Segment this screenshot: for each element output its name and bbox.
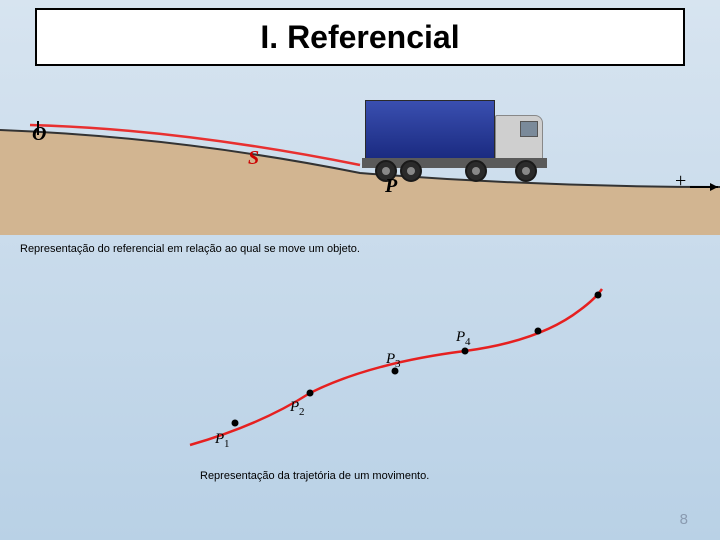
figure1-caption: Representação do referencial em relação … [20,243,360,255]
title-box: I. Referencial [35,8,685,66]
svg-text:P: P [214,431,224,447]
truck-graphic [365,100,565,180]
page-number: 8 [680,511,688,528]
ground-svg [0,95,720,235]
truck-wheel [515,160,537,182]
label-origin: O [32,123,46,146]
svg-text:2: 2 [299,406,305,418]
svg-text:1: 1 [224,438,230,450]
trajectory-svg: P 1 P 2 P 3 P 4 [140,275,620,455]
truck-trailer [365,100,495,160]
svg-text:P: P [455,329,465,345]
svg-text:3: 3 [395,358,401,370]
truck-window [520,121,538,137]
svg-text:P: P [289,399,299,415]
label-direction-plus: + [675,170,686,193]
truck-wheel [465,160,487,182]
figure2-trajectory: P 1 P 2 P 3 P 4 [140,275,620,455]
label-position: P [385,175,397,198]
page-title: I. Referencial [260,19,459,56]
figure2-caption: Representação da trajetória de um movime… [200,470,429,482]
figure1-truck-road: O S P + [0,95,720,235]
svg-text:P: P [385,351,395,367]
svg-text:4: 4 [465,336,471,348]
truck-cab [495,115,543,160]
truck-wheel [400,160,422,182]
label-displacement: S [248,147,259,170]
